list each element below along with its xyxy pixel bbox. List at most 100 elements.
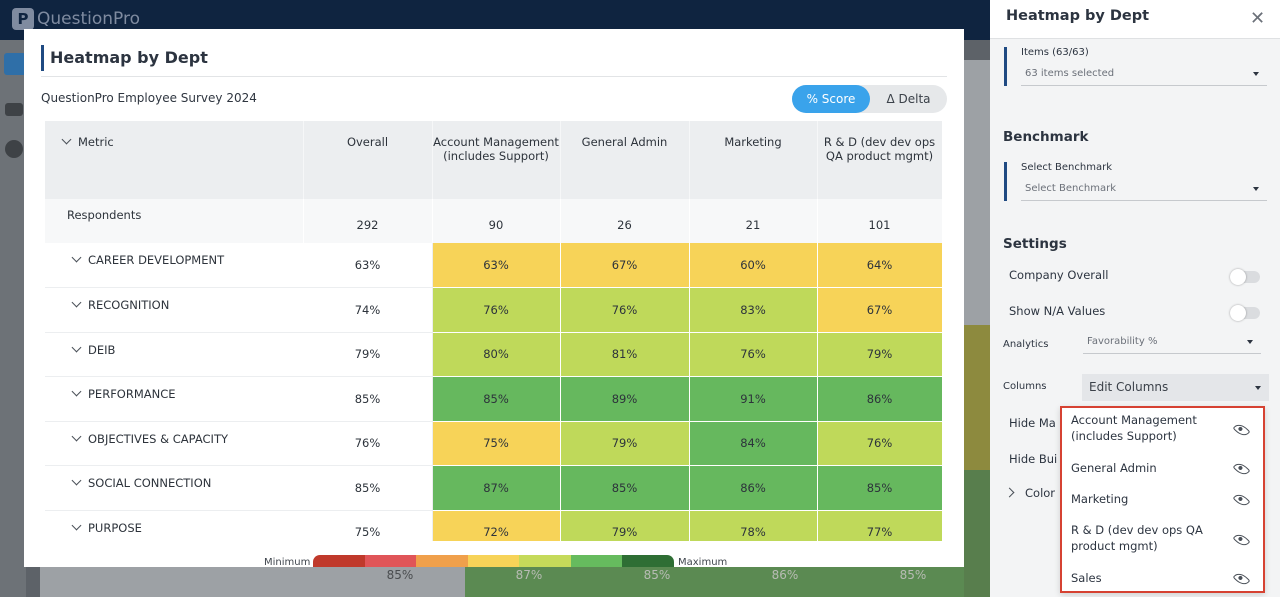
overall-value: 74%	[303, 287, 433, 333]
modal-title: Heatmap by Dept	[41, 45, 208, 71]
settings-heading: Settings	[1003, 236, 1067, 252]
heatmap-table: Metric Overall Account Management (inclu…	[45, 121, 942, 541]
category-row[interactable]: SOCIAL CONNECTION 85% 87% 85% 86% 85%	[45, 465, 942, 511]
overall-value: 63%	[303, 243, 433, 288]
category-row[interactable]: OBJECTIVES & CAPACITY 76% 75% 79% 84% 76%	[45, 421, 942, 466]
chevron-down-icon[interactable]	[71, 252, 82, 263]
legend-swatch	[416, 555, 468, 567]
caret-down-icon	[1253, 187, 1259, 191]
left-rail	[0, 40, 26, 597]
category-label[interactable]: PERFORMANCE	[45, 376, 304, 422]
column-option[interactable]: Marketing	[1071, 492, 1129, 506]
dashboard-icon[interactable]	[4, 53, 26, 75]
show-na-switch[interactable]	[1230, 305, 1260, 321]
column-option[interactable]: General Admin	[1071, 461, 1157, 475]
bg-cell: 85%	[330, 565, 470, 597]
brand-logo-icon: P	[12, 8, 34, 30]
legend-swatch	[622, 555, 674, 567]
heat-cell: 76%	[817, 421, 942, 466]
chevron-right-icon	[1004, 487, 1015, 498]
row-label: Respondents	[45, 199, 304, 243]
heat-cell: 91%	[689, 376, 818, 422]
category-label[interactable]: SOCIAL CONNECTION	[45, 465, 304, 511]
column-option[interactable]: R & D (dev dev ops QA product mgmt)	[1071, 523, 1203, 553]
chevron-down-icon[interactable]	[71, 475, 82, 486]
heat-cell: 67%	[560, 243, 690, 288]
category-label[interactable]: DEIB	[45, 332, 304, 377]
heat-cell: 79%	[560, 421, 690, 466]
category-row[interactable]: DEIB 79% 80% 81% 76% 79%	[45, 332, 942, 377]
title-divider	[41, 76, 947, 77]
heat-cell: 76%	[689, 332, 818, 377]
folder-icon[interactable]	[5, 103, 23, 116]
close-icon[interactable]: ✕	[1250, 8, 1266, 29]
heat-cell: 85%	[432, 376, 561, 422]
analytics-select[interactable]: Favorability %	[1083, 334, 1261, 354]
heat-cell: 83%	[689, 287, 818, 333]
legend-swatch	[467, 555, 520, 567]
items-label: Items (63/63)	[1021, 47, 1089, 58]
column-header: R & D (dev dev ops QA product mgmt)	[817, 121, 942, 199]
brand: P QuestionPro	[12, 8, 140, 30]
category-label[interactable]: RECOGNITION	[45, 287, 304, 333]
show-na-label: Show N/A Values	[1009, 304, 1106, 318]
legend-min-label: Minimum	[264, 557, 311, 567]
heat-cell: 72%	[432, 510, 561, 541]
chevron-down-icon[interactable]	[71, 297, 82, 308]
bg-cell: 85%	[593, 565, 721, 597]
legend-swatch	[519, 555, 571, 567]
edit-columns-select[interactable]: Edit Columns	[1082, 374, 1269, 401]
column-option[interactable]: Sales	[1071, 571, 1102, 585]
chevron-down-icon[interactable]	[71, 342, 82, 352]
overall-value: 76%	[303, 421, 433, 466]
company-overall-switch[interactable]	[1230, 269, 1260, 285]
category-label[interactable]: CAREER DEVELOPMENT	[45, 243, 304, 288]
category-row[interactable]: CAREER DEVELOPMENT 63% 63% 67% 60% 64%	[45, 243, 942, 288]
heat-cell: 79%	[560, 510, 690, 541]
benchmark-select[interactable]: Select Benchmark	[1021, 181, 1267, 201]
chevron-down-icon[interactable]	[61, 134, 72, 145]
category-label[interactable]: OBJECTIVES & CAPACITY	[45, 421, 304, 466]
heat-cell: 60%	[689, 243, 818, 288]
items-field: Items (63/63) 63 items selected	[1004, 47, 1267, 86]
color-section[interactable]: Color	[1004, 486, 1055, 500]
score-delta-toggle: % Score Δ Delta	[792, 85, 947, 113]
heatmap-table-container[interactable]: Metric Overall Account Management (inclu…	[45, 121, 942, 541]
overall-value: 85%	[303, 376, 433, 422]
bg-heat-edge	[964, 470, 990, 597]
chevron-down-icon[interactable]	[71, 520, 82, 530]
benchmark-heading: Benchmark	[1003, 129, 1089, 145]
category-label[interactable]: PURPOSE	[45, 510, 304, 541]
category-row[interactable]: PERFORMANCE 85% 85% 89% 91% 86%	[45, 376, 942, 422]
gear-icon[interactable]	[5, 140, 23, 158]
respondents-row: Respondents 292 90 26 21 101	[45, 199, 942, 243]
metric-header[interactable]: Metric	[45, 121, 304, 199]
category-row[interactable]: PURPOSE 75% 72% 79% 78% 77%	[45, 510, 942, 541]
overall-value: 85%	[303, 465, 433, 511]
benchmark-field: Select Benchmark Select Benchmark	[1004, 162, 1267, 201]
survey-name: QuestionPro Employee Survey 2024	[41, 91, 257, 105]
heat-cell: 75%	[432, 421, 561, 466]
columns-dropdown-menu: Account Management (includes Support) Ge…	[1060, 406, 1265, 593]
category-rows: CAREER DEVELOPMENT 63% 63% 67% 60% 64% RECOGNI…	[45, 243, 942, 541]
column-header: Overall	[303, 121, 433, 199]
legend-max-label: Maximum	[678, 557, 728, 567]
score-toggle-button[interactable]: % Score	[792, 85, 870, 113]
legend-swatch	[364, 555, 417, 567]
items-select[interactable]: 63 items selected	[1021, 66, 1267, 86]
respondent-count: 90	[432, 199, 561, 243]
delta-toggle-button[interactable]: Δ Delta	[886, 92, 931, 106]
heat-cell: 89%	[560, 376, 690, 422]
heat-cell: 85%	[560, 465, 690, 511]
respondent-count: 26	[560, 199, 690, 243]
chevron-down-icon[interactable]	[71, 431, 82, 441]
category-row[interactable]: RECOGNITION 74% 76% 76% 83% 67%	[45, 287, 942, 333]
hide-main-label: Hide Ma	[1009, 416, 1056, 430]
heat-cell: 84%	[689, 421, 818, 466]
bg-cell: 85%	[849, 565, 977, 597]
legend-swatch	[313, 555, 365, 567]
column-option[interactable]: Account Management (includes Support)	[1071, 413, 1197, 443]
heatmap-modal: Heatmap by Dept QuestionPro Employee Sur…	[24, 29, 964, 567]
column-header: General Admin	[560, 121, 690, 199]
chevron-down-icon[interactable]	[71, 386, 82, 397]
